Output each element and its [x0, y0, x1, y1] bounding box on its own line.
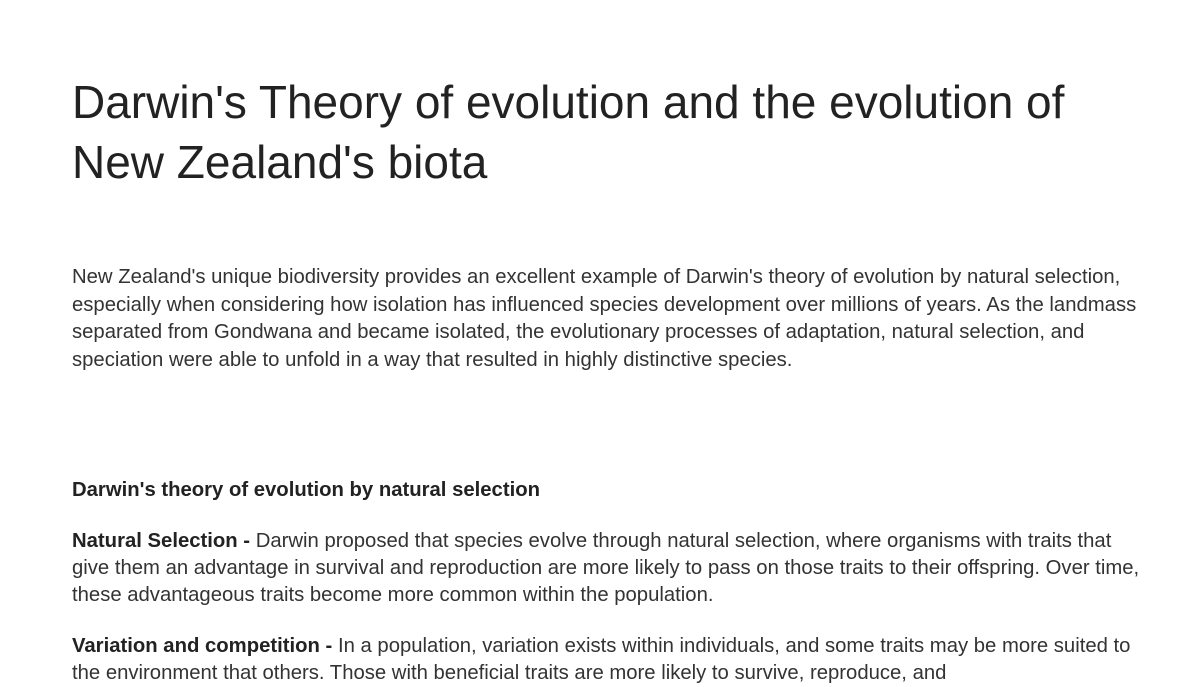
natural-selection-paragraph: Natural Selection - Darwin proposed that… [72, 528, 1152, 609]
section-heading: Darwin's theory of evolution by natural … [72, 479, 540, 501]
page-title: Darwin's Theory of evolution and the evo… [72, 76, 1065, 188]
term-label: Variation and competition - [72, 635, 333, 657]
intro-paragraph: New Zealand's unique biodiversity provid… [72, 266, 1137, 371]
variation-paragraph: Variation and competition - In a populat… [72, 633, 1152, 687]
term-text: Darwin proposed that species evolve thro… [72, 530, 1140, 606]
term-label: Natural Selection - [72, 530, 251, 552]
